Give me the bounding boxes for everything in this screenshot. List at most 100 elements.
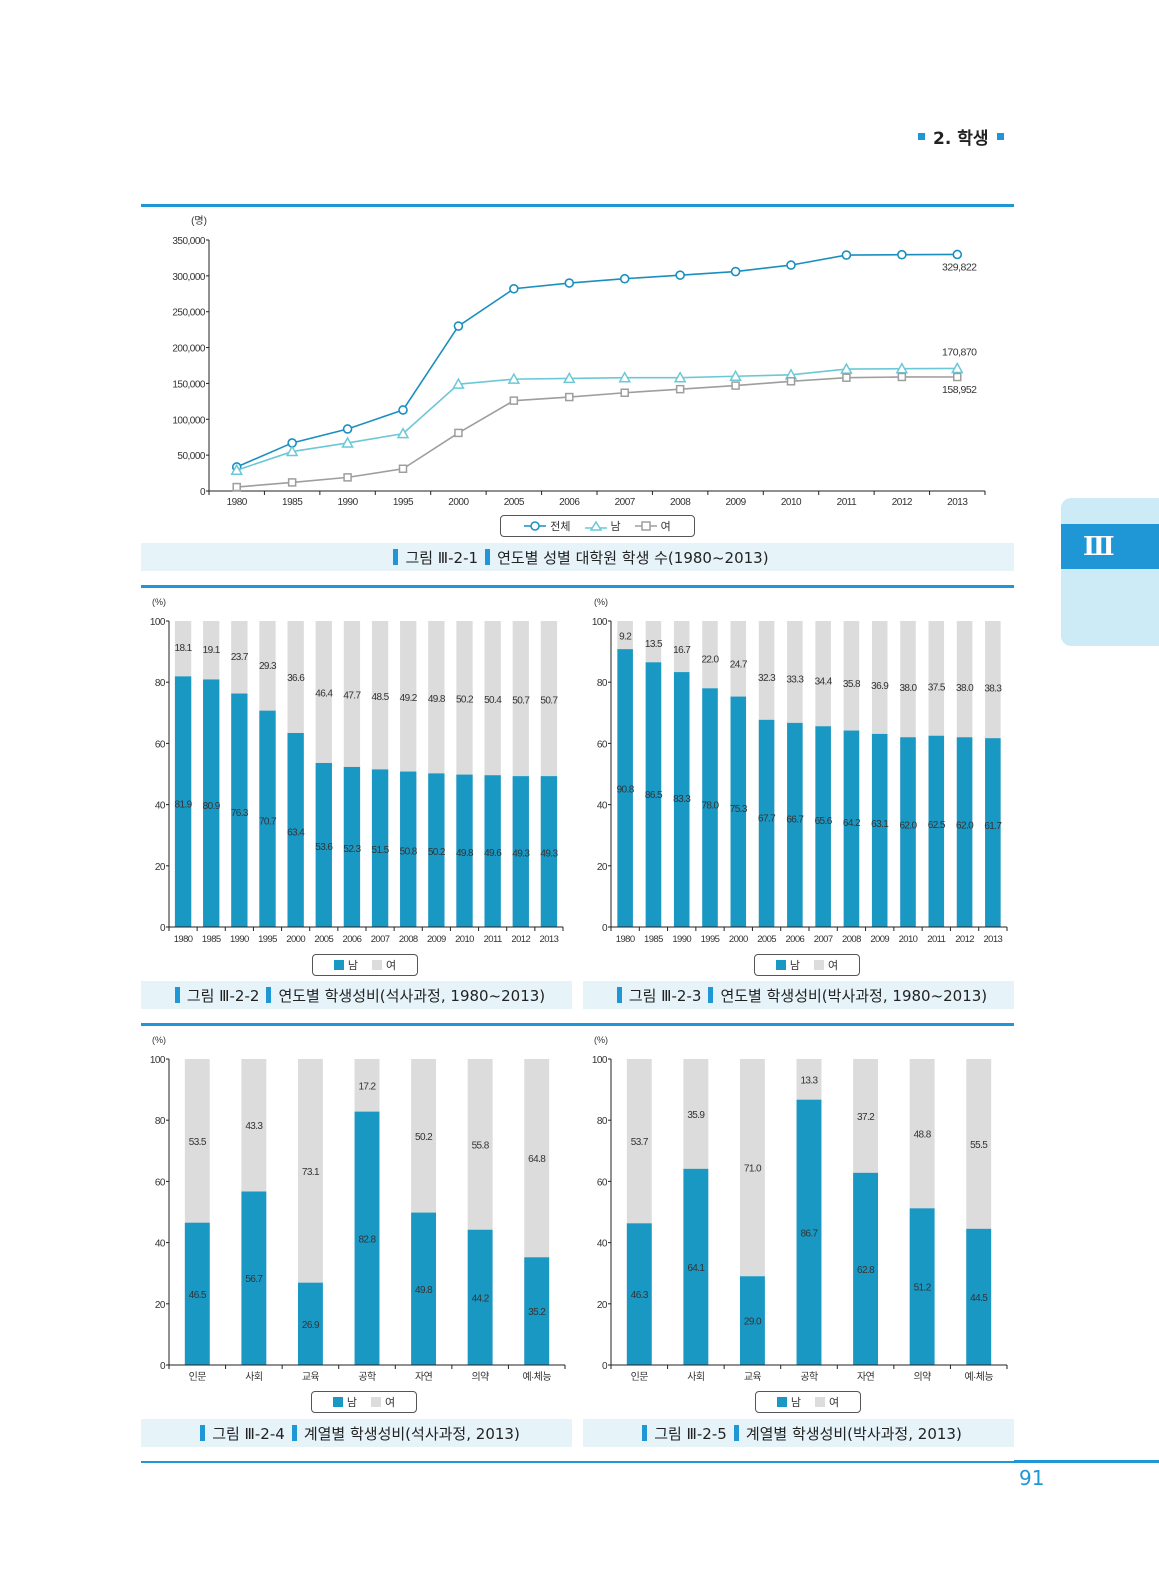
data-point	[285, 445, 299, 457]
chart-legend: 남 여	[311, 1391, 417, 1413]
data-annotation: 158,952	[942, 384, 977, 396]
y-tick-label: 0	[602, 923, 608, 934]
data-label-male: 49.3	[540, 849, 558, 860]
bar-male	[524, 1257, 550, 1365]
data-point	[232, 482, 241, 492]
data-label-male: 50.2	[428, 847, 446, 858]
x-tick-label: 사회	[687, 1371, 704, 1383]
y-tick-label: 200,000	[172, 344, 206, 355]
x-tick-label: 1995	[701, 934, 720, 945]
y-tick-label: 100	[150, 617, 166, 628]
data-label-male: 65.6	[815, 816, 833, 827]
caption-prefix: 그림 Ⅲ-2-5	[654, 1424, 727, 1443]
caption-bar-icon	[291, 1425, 297, 1441]
data-label-female: 50.7	[540, 695, 558, 706]
data-point	[230, 463, 243, 475]
bar-male	[758, 719, 775, 927]
data-label-male: 29.0	[744, 1317, 762, 1328]
data-label-female: 55.8	[472, 1140, 490, 1151]
data-point	[509, 396, 519, 405]
chart-legend: 남 여	[754, 954, 860, 976]
data-point	[396, 427, 410, 439]
data-label-male: 76.3	[231, 808, 249, 819]
bar-male	[796, 1099, 822, 1365]
bar-male	[626, 1223, 652, 1365]
y-tick-label: 20	[155, 1300, 166, 1311]
caption-prefix: 그림 Ⅲ-2-1	[405, 548, 479, 567]
y-tick-label: 100	[592, 1055, 608, 1066]
legend-label: 남	[610, 520, 621, 533]
x-tick-label: 2010	[455, 934, 474, 945]
caption-bar-icon	[485, 549, 491, 565]
x-tick-label: 1985	[282, 497, 303, 508]
legend-swatch	[372, 960, 382, 970]
x-tick-label: 2009	[725, 497, 746, 508]
x-tick-label: 자연	[857, 1371, 875, 1383]
caption-bar-icon	[616, 987, 622, 1003]
data-label-female: 35.9	[687, 1110, 705, 1121]
data-label-female: 38.3	[984, 684, 1002, 695]
caption-title: 연도별 성별 대학원 학생 수(1980~2013)	[497, 548, 769, 567]
y-tick-label: 40	[597, 801, 608, 812]
bar-male	[297, 1282, 323, 1365]
bar-male	[343, 766, 361, 927]
legend-label: 여	[386, 959, 397, 972]
bar-male	[815, 726, 831, 927]
data-label-male: 62.0	[956, 821, 974, 832]
chart-legend: 남 여	[755, 1391, 861, 1413]
divider	[141, 585, 1014, 588]
data-label-female: 48.5	[372, 692, 390, 703]
x-tick-label: 2012	[511, 934, 530, 945]
legend-label: 여	[829, 1396, 840, 1409]
bullet-square-icon	[918, 133, 925, 140]
data-point	[842, 373, 851, 382]
legend-label: 여	[385, 1396, 396, 1409]
data-label-male: 44.2	[472, 1293, 490, 1304]
bar-chart-doctoral-by-year: (%) 9.2 90.8 1980 13.5 86.5 1985 16.7 83.3 1990 22…	[592, 597, 1008, 945]
x-tick-label: 교육	[744, 1371, 762, 1383]
y-tick-label: 80	[155, 1116, 166, 1127]
bar-male	[484, 775, 501, 927]
bar-male	[287, 732, 304, 927]
bar-chart-masters-by-year: (%) 18.1 81.9 1980 19.1 80.9 1985 23.7 76.3 1990 2…	[150, 597, 564, 945]
x-tick-label: 인문	[189, 1371, 207, 1383]
data-point	[565, 392, 574, 402]
data-label-male: 64.2	[843, 818, 861, 829]
x-tick-label: 2005	[314, 934, 333, 945]
legend-label: 전체	[550, 520, 571, 533]
x-tick-label: 의약	[472, 1371, 490, 1383]
chapter-tab[interactable]	[1061, 498, 1159, 646]
y-tick-label: 150,000	[172, 379, 206, 390]
legend-item-total: 전체	[524, 518, 571, 534]
x-tick-label: 2011	[837, 497, 857, 508]
x-tick-label: 사회	[245, 1371, 262, 1383]
data-label-female: 23.7	[231, 652, 249, 663]
data-label-male: 51.2	[914, 1283, 932, 1294]
chapter-tab-label[interactable]: Ⅲ	[1061, 524, 1159, 569]
bar-male	[259, 710, 276, 927]
data-point	[564, 278, 575, 288]
y-tick-label: 40	[155, 1239, 166, 1250]
data-label-male: 26.9	[302, 1320, 320, 1331]
y-tick-label: 100	[592, 617, 608, 628]
data-annotation: 170,870	[942, 346, 977, 358]
bar-male	[231, 693, 248, 927]
circle-marker-icon	[524, 521, 547, 531]
bar-male	[787, 722, 803, 927]
data-label-female: 38.0	[956, 683, 974, 694]
data-point	[897, 249, 907, 260]
x-tick-label: 1980	[616, 934, 635, 945]
y-tick-label: 0	[160, 923, 166, 934]
y-tick-label: 60	[155, 1177, 166, 1188]
bar-male	[241, 1191, 267, 1365]
bar-male	[956, 737, 973, 927]
bar-male	[843, 730, 860, 927]
data-label-female: 22.0	[701, 654, 719, 665]
bar-male	[411, 1212, 437, 1365]
divider	[141, 204, 1014, 207]
data-label-male: 86.7	[800, 1228, 818, 1239]
caption-prefix: 그림 Ⅲ-2-4	[212, 1424, 285, 1443]
bar-male	[456, 774, 473, 927]
data-label-female: 50.4	[484, 695, 502, 706]
data-label-female: 36.6	[287, 673, 305, 684]
